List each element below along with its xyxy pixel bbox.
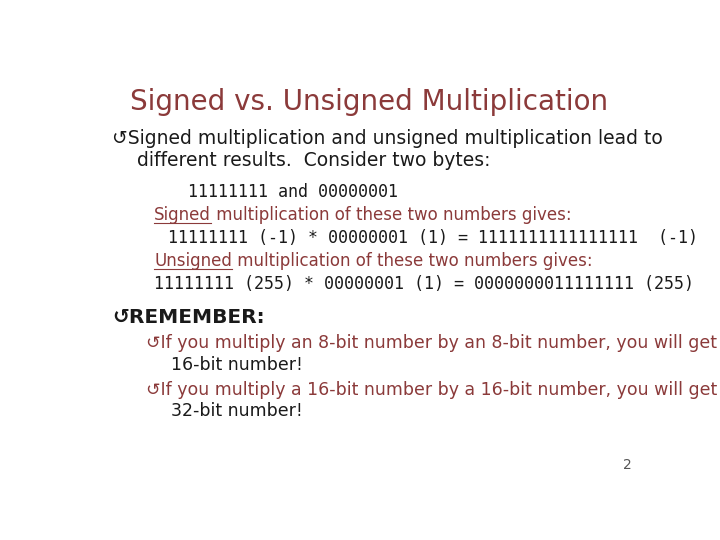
Text: different results.  Consider two bytes:: different results. Consider two bytes: bbox=[138, 151, 491, 170]
Text: Signed vs. Unsigned Multiplication: Signed vs. Unsigned Multiplication bbox=[130, 87, 608, 116]
Text: Unsigned: Unsigned bbox=[154, 252, 232, 270]
Text: multiplication of these two numbers gives:: multiplication of these two numbers give… bbox=[211, 206, 572, 224]
Text: 32-bit number!: 32-bit number! bbox=[171, 402, 302, 421]
Text: ↺REMEMBER:: ↺REMEMBER: bbox=[112, 308, 265, 327]
Text: Signed: Signed bbox=[154, 206, 211, 224]
Text: 11111111 (255) * 00000001 (1) = 0000000011111111 (255): 11111111 (255) * 00000001 (1) = 00000000… bbox=[154, 275, 694, 293]
Text: 11111111 (-1) * 00000001 (1) = 1111111111111111  (-1): 11111111 (-1) * 00000001 (1) = 111111111… bbox=[168, 229, 698, 247]
Text: 2: 2 bbox=[623, 458, 631, 472]
Text: ↺If you multiply an 8-bit number by an 8-bit number, you will get a: ↺If you multiply an 8-bit number by an 8… bbox=[145, 334, 720, 352]
Text: 11111111 and 00000001: 11111111 and 00000001 bbox=[188, 183, 397, 201]
Text: multiplication of these two numbers gives:: multiplication of these two numbers give… bbox=[232, 252, 593, 270]
Text: ↺Signed multiplication and unsigned multiplication lead to: ↺Signed multiplication and unsigned mult… bbox=[112, 129, 663, 149]
Text: 16-bit number!: 16-bit number! bbox=[171, 356, 303, 374]
Text: ↺If you multiply a 16-bit number by a 16-bit number, you will get a: ↺If you multiply a 16-bit number by a 16… bbox=[145, 381, 720, 399]
